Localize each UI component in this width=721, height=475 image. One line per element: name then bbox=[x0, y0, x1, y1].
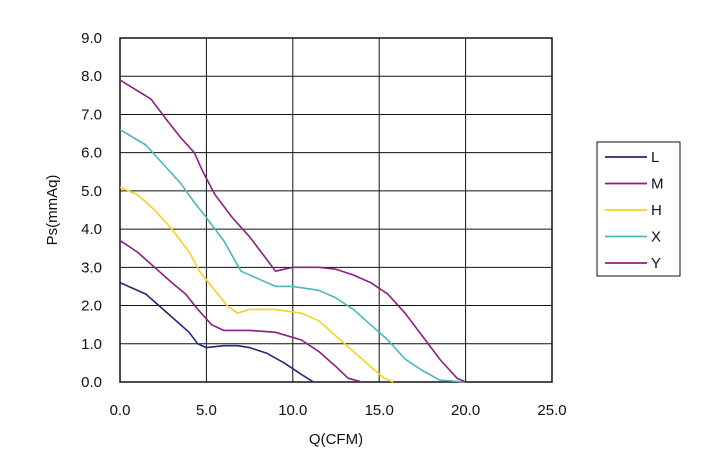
y-tick-label: 0.0 bbox=[81, 374, 102, 391]
legend-label-m: M bbox=[651, 176, 664, 193]
y-tick-label: 4.0 bbox=[81, 221, 102, 238]
x-axis-label: Q(CFM) bbox=[309, 431, 363, 448]
x-tick-label: 25.0 bbox=[537, 402, 566, 419]
x-tick-label: 10.0 bbox=[278, 402, 307, 419]
x-tick-label: 0.0 bbox=[110, 402, 131, 419]
y-tick-label: 6.0 bbox=[81, 145, 102, 162]
legend-label-l: L bbox=[651, 149, 659, 166]
y-tick-label: 9.0 bbox=[81, 30, 102, 47]
x-tick-label: 5.0 bbox=[196, 402, 217, 419]
y-tick-label: 7.0 bbox=[81, 106, 102, 123]
x-tick-label: 20.0 bbox=[451, 402, 480, 419]
legend-label-x: X bbox=[651, 229, 661, 246]
series-lines bbox=[119, 79, 466, 383]
y-tick-label: 5.0 bbox=[81, 183, 102, 200]
legend-label-h: H bbox=[651, 202, 662, 219]
series-line-h bbox=[119, 186, 394, 383]
grid bbox=[119, 37, 553, 383]
y-axis-label: Ps(mmAq) bbox=[44, 175, 61, 246]
series-line-x bbox=[119, 129, 466, 383]
series-line-m bbox=[119, 239, 363, 383]
legend-label-y: Y bbox=[651, 255, 661, 272]
x-tick-label: 15.0 bbox=[365, 402, 394, 419]
series-line-y bbox=[119, 79, 466, 383]
plot-area bbox=[119, 37, 553, 383]
legend-box bbox=[596, 141, 681, 277]
y-tick-label: 3.0 bbox=[81, 259, 102, 276]
y-tick-label: 8.0 bbox=[81, 68, 102, 85]
y-tick-label: 2.0 bbox=[81, 298, 102, 315]
y-tick-label: 1.0 bbox=[81, 336, 102, 353]
series-line-l bbox=[119, 281, 314, 383]
axes: 0.0 5.0 10.0 15.0 20.0 25.0 0.0 1.0 2.0 3.0 4.0 5.0… bbox=[44, 30, 567, 448]
